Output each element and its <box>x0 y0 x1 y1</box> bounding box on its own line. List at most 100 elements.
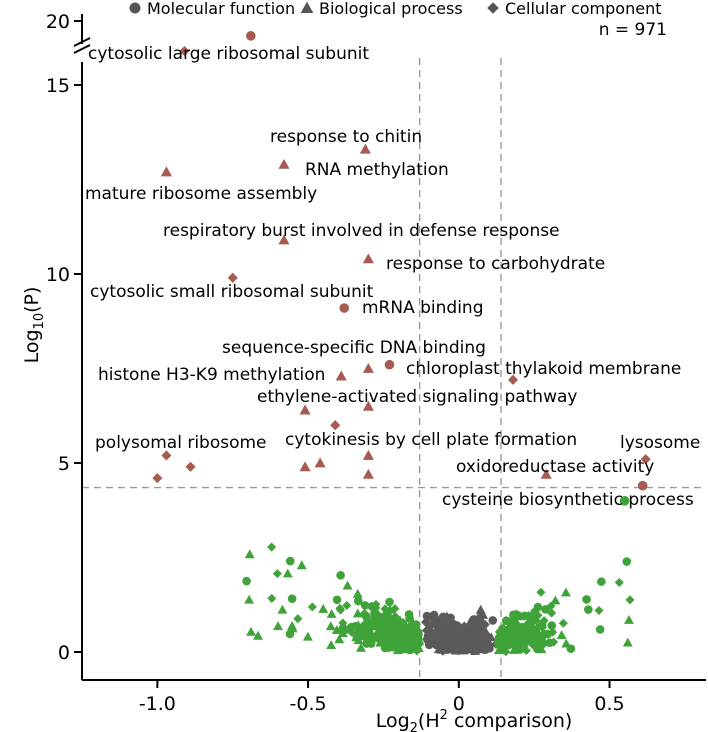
triangle-legend-icon <box>300 1 314 14</box>
changed-point <box>521 633 530 643</box>
changed-point <box>536 587 546 597</box>
significant-point <box>508 374 519 385</box>
changed-point <box>377 623 387 633</box>
significant-point <box>227 272 238 283</box>
changed-point <box>362 639 371 648</box>
changed-point <box>550 595 561 605</box>
point-label: mRNA binding <box>362 298 484 318</box>
changed-point <box>359 621 369 631</box>
changed-point <box>326 609 337 618</box>
circle-legend-icon <box>129 2 141 14</box>
changed-point <box>531 616 541 626</box>
changed-point <box>548 627 558 637</box>
background-point <box>439 642 449 652</box>
point-label: oxidoreductase activity <box>456 457 654 477</box>
changed-point <box>353 596 363 606</box>
changed-point <box>395 629 406 639</box>
significant-point <box>540 468 552 479</box>
significant-point <box>637 480 648 491</box>
changed-point <box>533 602 543 612</box>
changed-point <box>584 605 593 614</box>
changed-point <box>282 568 293 578</box>
significant-point <box>179 45 190 57</box>
changed-points <box>242 542 635 657</box>
axes: 0 5 10 15 20 -1.0 -0.5 0 0.5 Log2(H2 comparison) L… <box>21 11 706 732</box>
changed-point <box>400 634 411 644</box>
diamond-legend-icon <box>487 2 499 14</box>
changed-point <box>293 614 303 624</box>
background-point <box>469 615 479 624</box>
changed-point <box>558 618 568 628</box>
changed-point <box>336 571 345 580</box>
changed-point <box>407 640 418 650</box>
x-tick-label: 0 <box>453 693 465 715</box>
changed-point <box>326 640 337 650</box>
significant-point <box>152 473 163 484</box>
changed-point <box>537 623 547 633</box>
changed-point <box>371 603 381 613</box>
point-labels: cytosolic large ribosomal subunit respons… <box>85 44 700 510</box>
significant-point <box>160 166 172 177</box>
changed-point <box>332 595 342 605</box>
background-point <box>478 609 489 619</box>
changed-point <box>384 604 395 614</box>
changed-point <box>325 621 336 631</box>
point-label: response to chitin <box>270 127 422 147</box>
significant-point <box>362 449 374 460</box>
changed-point <box>318 603 329 613</box>
changed-point <box>521 646 531 656</box>
changed-point <box>277 604 288 614</box>
changed-point <box>528 639 538 649</box>
changed-point <box>307 602 317 612</box>
background-point <box>451 636 461 645</box>
changed-point <box>342 580 353 590</box>
changed-point <box>411 620 421 629</box>
changed-point <box>512 639 522 649</box>
x-axis-title: Log2(H2 comparison) <box>376 708 573 732</box>
changed-point <box>582 595 591 604</box>
significant-point <box>362 253 374 264</box>
point-label: lysosome <box>620 433 700 453</box>
significant-point <box>246 31 256 41</box>
background-point <box>436 636 446 646</box>
changed-point <box>359 608 369 618</box>
changed-point <box>405 614 414 623</box>
changed-point <box>272 569 282 579</box>
changed-point <box>287 620 297 630</box>
changed-point <box>347 628 357 638</box>
axis-break-mark <box>73 44 91 54</box>
point-label: RNA methylation <box>305 160 449 180</box>
significant-point <box>335 370 347 381</box>
y-axis-title: Log10(P) <box>21 287 47 364</box>
changed-point <box>413 627 423 637</box>
changed-point <box>622 637 633 647</box>
changed-point <box>267 542 277 552</box>
changed-point <box>504 636 514 646</box>
point-label: polysomal ribosome <box>95 433 267 453</box>
changed-point <box>302 631 313 641</box>
significant-point <box>278 158 290 169</box>
legend-label: Cellular component <box>505 0 661 18</box>
changed-point <box>334 634 345 644</box>
legend-label: Molecular function <box>147 0 295 18</box>
changed-point <box>515 611 526 621</box>
changed-point <box>594 605 604 615</box>
changed-point <box>253 630 263 640</box>
point-label: ethylene-activated signaling pathway <box>257 387 577 407</box>
changed-point <box>273 621 283 630</box>
significant-point <box>161 450 172 461</box>
background-point <box>468 642 479 652</box>
changed-point <box>244 594 255 604</box>
changed-point <box>246 626 257 636</box>
y-tick-label: 0 <box>58 642 70 664</box>
point-label: histone H3-K9 methylation <box>98 365 325 385</box>
changed-point <box>547 621 557 630</box>
threshold-lines <box>82 58 706 680</box>
significant-point <box>314 457 326 468</box>
changed-point <box>622 557 632 566</box>
significant-points <box>152 31 651 506</box>
changed-point <box>406 626 416 635</box>
significant-point <box>339 303 350 313</box>
legend: Molecular function Biological process Cell… <box>129 0 661 18</box>
changed-point <box>595 625 605 634</box>
